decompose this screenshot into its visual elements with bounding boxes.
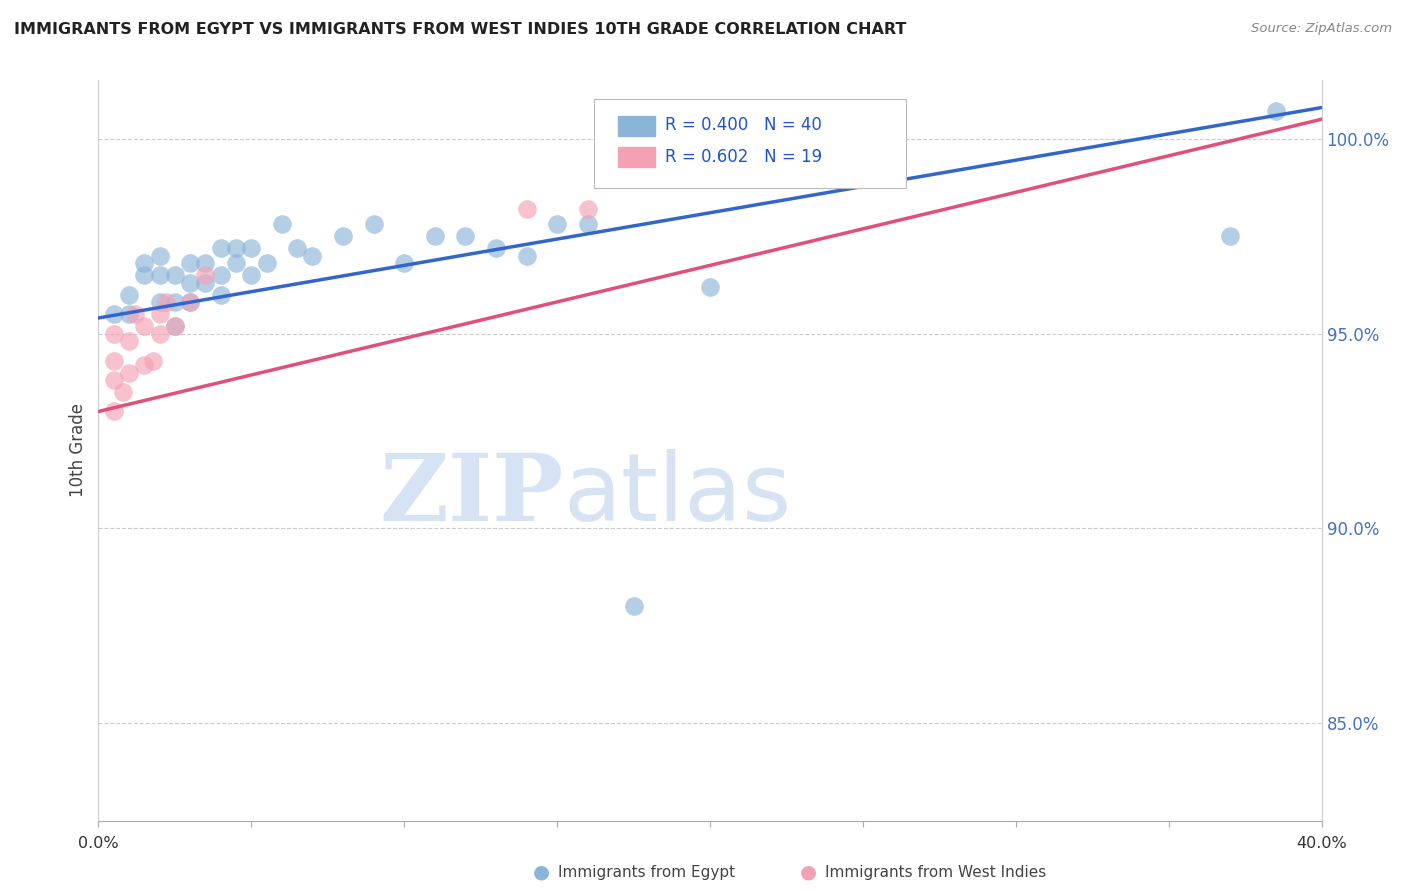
Point [163,268,186,282]
Point [209,287,232,301]
Text: 40.0%: 40.0% [1296,836,1347,851]
Text: IMMIGRANTS FROM EGYPT VS IMMIGRANTS FROM WEST INDIES 10TH GRADE CORRELATION CHAR: IMMIGRANTS FROM EGYPT VS IMMIGRANTS FROM… [14,22,907,37]
Point [118,366,141,380]
Text: Immigrants from West Indies: Immigrants from West Indies [825,865,1046,880]
Point [194,256,217,270]
Text: ●: ● [800,863,817,882]
Point [179,295,201,310]
Text: R = 0.602   N = 19: R = 0.602 N = 19 [665,147,823,166]
Point [134,358,156,372]
Point [209,268,232,282]
Point [163,318,186,333]
Point [118,334,141,349]
Point [194,268,217,282]
FancyBboxPatch shape [619,147,655,167]
Point [546,218,568,232]
Point [516,249,538,263]
Point [134,318,156,333]
Point [256,256,278,270]
Point [225,241,247,255]
Point [209,241,232,255]
Text: R = 0.400   N = 40: R = 0.400 N = 40 [665,117,821,135]
Text: Source: ZipAtlas.com: Source: ZipAtlas.com [1251,22,1392,36]
Point [423,229,446,244]
Y-axis label: 10th Grade: 10th Grade [69,403,87,498]
Text: Immigrants from Egypt: Immigrants from Egypt [558,865,735,880]
Text: atlas: atlas [564,449,792,541]
Point [163,295,186,310]
Point [454,229,477,244]
Text: ●: ● [533,863,550,882]
Point [225,256,247,270]
Point [103,326,125,341]
Point [179,256,201,270]
Point [179,276,201,290]
Point [392,256,416,270]
Point [576,218,599,232]
Point [1264,104,1286,119]
Point [142,354,165,368]
Point [103,404,125,418]
Point [149,326,172,341]
Point [103,307,125,321]
Point [149,295,172,310]
Point [240,241,263,255]
Point [134,256,156,270]
Point [623,599,645,614]
Point [118,287,141,301]
Point [516,202,538,216]
Point [103,373,125,387]
FancyBboxPatch shape [619,116,655,136]
Point [363,218,385,232]
Point [111,384,134,399]
Text: ZIP: ZIP [380,450,564,540]
Point [163,318,186,333]
Point [124,307,146,321]
Point [149,249,172,263]
Point [485,241,508,255]
Point [332,229,354,244]
Point [194,276,217,290]
Point [270,218,292,232]
Point [285,241,308,255]
Point [118,307,141,321]
FancyBboxPatch shape [593,99,905,187]
Point [576,202,599,216]
Point [301,249,323,263]
Point [240,268,263,282]
Point [179,295,201,310]
Point [155,295,177,310]
Point [699,280,721,294]
Point [134,268,156,282]
Text: 0.0%: 0.0% [79,836,118,851]
Point [1219,229,1241,244]
Point [149,307,172,321]
Point [149,268,172,282]
Point [103,354,125,368]
